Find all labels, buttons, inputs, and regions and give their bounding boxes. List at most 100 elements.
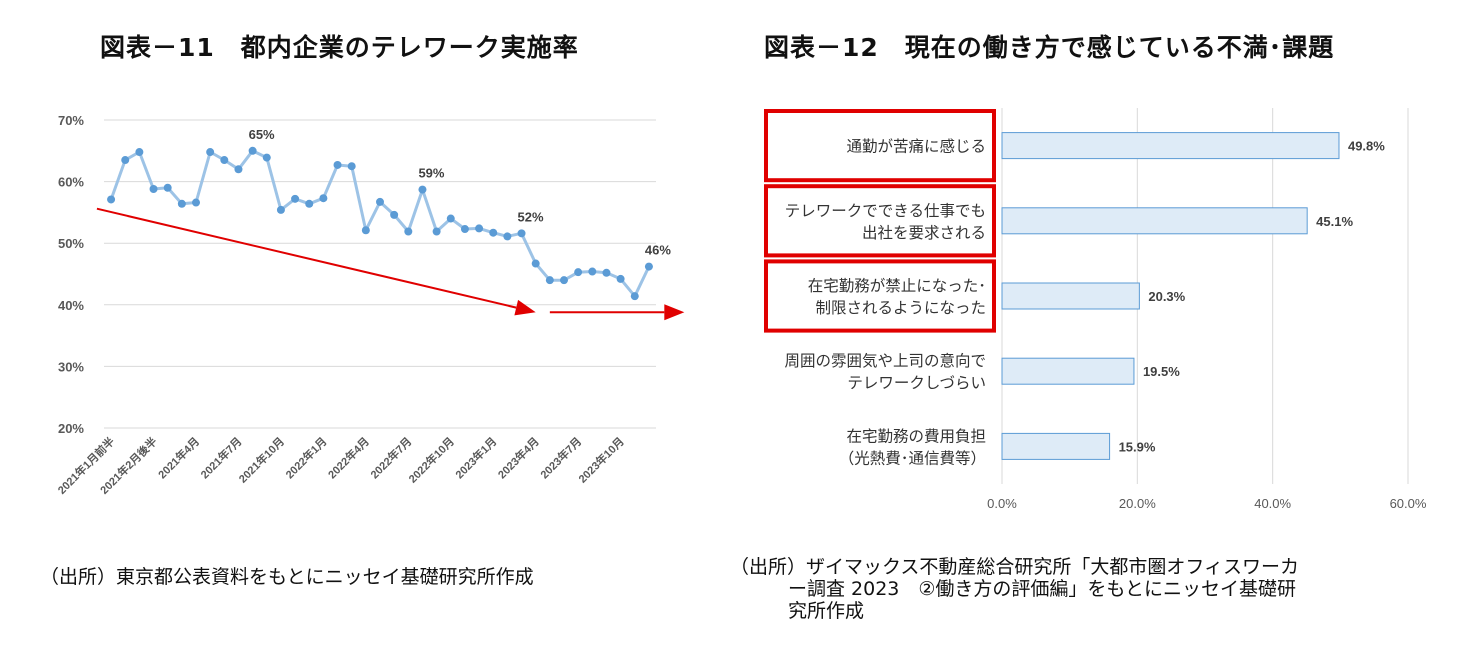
telework-rate-series-line <box>109 149 651 298</box>
data-point <box>404 227 413 236</box>
trend-arrow-line <box>96 207 517 309</box>
x-tick-label: 2023年10月 <box>575 434 626 485</box>
x-tick-label: 20.0% <box>1119 496 1156 511</box>
data-point <box>149 184 158 193</box>
x-tick-label: 40.0% <box>1254 496 1291 511</box>
category-label: 周囲の雰囲気や上司の意向で <box>784 351 986 370</box>
data-point <box>192 198 200 207</box>
y-tick-label: 60% <box>58 175 84 190</box>
category-label: 出社を要求される <box>862 224 986 242</box>
x-tick-label: 2022年7月 <box>367 434 414 481</box>
data-point <box>644 262 653 271</box>
complaints-source-line-3: 究所作成 <box>788 600 865 622</box>
data-point <box>390 210 399 219</box>
bar <box>1001 432 1111 460</box>
x-tick-label: 2021年10月 <box>236 434 287 485</box>
data-point <box>107 195 116 204</box>
data-point <box>163 183 172 192</box>
category-label: 在宅勤務の費用負担 <box>846 427 986 445</box>
data-point <box>630 292 639 301</box>
data-point <box>475 224 484 233</box>
highlight-box <box>764 109 996 183</box>
data-point <box>432 227 441 236</box>
data-point <box>560 276 568 285</box>
bar <box>1001 132 1340 160</box>
telework-rate-source-note: （出所）東京都公表資料をもとにニッセイ基礎研究所作成 <box>40 566 534 588</box>
x-tick-label: 2021年4月 <box>155 434 202 481</box>
data-point <box>177 199 186 208</box>
data-point <box>460 225 469 234</box>
category-label: テレワークしづらい <box>847 374 986 392</box>
data-point <box>503 232 512 241</box>
bar-value-label: 15.9% <box>1119 439 1156 454</box>
data-point <box>262 153 271 162</box>
complaints-bar-chart: 0.0% 20.0% 40.0% 60.0% 49.8% 通勤が苦痛に感じる 45.1% テレ… <box>764 108 1427 511</box>
complaints-source-line-2: ー調査 2023 ②働き方の評価編」をもとにニッセイ基礎研 <box>788 578 1297 600</box>
bar <box>1001 357 1135 385</box>
category-label: 通勤が苦痛に感じる <box>846 138 986 156</box>
category-label: （光熱費･通信費等） <box>839 449 986 467</box>
complaints-source-line-1: （出所）ザイマックス不動産総合研究所「大都市圏オフィスワーカ <box>730 556 1300 578</box>
category-label: 制限されるようになった <box>815 299 986 317</box>
data-point <box>574 268 583 277</box>
complaints-source-note: （出所）ザイマックス不動産総合研究所「大都市圏オフィスワーカ ー調査 2023 … <box>730 556 1460 622</box>
data-label: 52% <box>518 209 544 224</box>
bar-value-label: 20.3% <box>1148 289 1185 304</box>
data-point <box>234 165 243 174</box>
x-tick-label: 2021年7月 <box>197 434 244 481</box>
bar <box>1001 282 1140 310</box>
highlight-box <box>764 184 996 258</box>
data-point <box>517 229 526 238</box>
data-point <box>545 276 554 285</box>
data-point <box>333 160 342 169</box>
x-tick-label: 2023年7月 <box>537 434 584 481</box>
trend-arrow-head <box>664 304 685 321</box>
data-point <box>376 197 384 206</box>
bar-value-label: 19.5% <box>1143 364 1180 379</box>
trend-arrow-head <box>514 299 536 316</box>
data-point <box>319 194 328 203</box>
x-tick-label: 2022年1月 <box>282 434 329 481</box>
data-label: 65% <box>249 127 275 142</box>
y-tick-label: 40% <box>58 298 84 313</box>
y-tick-label: 70% <box>58 113 84 128</box>
data-point <box>418 185 427 194</box>
category-label: テレワークでできる仕事でも <box>785 202 986 220</box>
data-point <box>276 205 285 214</box>
x-tick-label: 2022年10月 <box>405 434 456 485</box>
y-tick-label: 20% <box>58 421 84 436</box>
x-tick-label: 0.0% <box>987 496 1017 511</box>
data-point <box>248 146 257 155</box>
data-point <box>291 194 300 203</box>
data-point <box>135 148 144 157</box>
data-point <box>531 259 540 268</box>
data-point <box>121 156 130 165</box>
data-point <box>446 214 455 223</box>
x-tick-label: 60.0% <box>1390 496 1427 511</box>
y-tick-label: 30% <box>58 359 84 374</box>
telework-rate-panel: 図表－11 都内企業のテレワーク実施率 20% 30% 40% 50% 60% 70% 20… <box>0 0 720 660</box>
x-tick-label: 2022年4月 <box>325 434 372 481</box>
y-tick-label: 50% <box>58 236 84 251</box>
data-point <box>347 162 356 171</box>
data-point <box>361 226 370 235</box>
data-point <box>206 148 215 157</box>
complaints-chart-title: 図表－12 現在の働き方で感じている不満･課題 <box>764 33 1335 62</box>
x-tick-label: 2023年4月 <box>495 434 542 481</box>
data-point <box>489 228 498 237</box>
data-point <box>602 268 611 277</box>
data-point <box>616 274 625 283</box>
data-label: 59% <box>418 166 444 181</box>
x-tick-label: 2023年1月 <box>452 434 499 481</box>
bar <box>1001 207 1308 235</box>
data-point <box>305 199 314 208</box>
telework-rate-chart-title: 図表－11 都内企業のテレワーク実施率 <box>100 33 579 62</box>
bar-value-label: 49.8% <box>1348 139 1385 154</box>
bar-value-label: 45.1% <box>1316 214 1353 229</box>
highlight-box <box>764 259 996 333</box>
data-label: 46% <box>645 243 671 258</box>
category-label: 在宅勤務が禁止になった･ <box>808 277 986 295</box>
data-point <box>588 267 597 276</box>
telework-rate-line-chart: 20%30%40%50%60%70%2021年1月前半2021年2月後半2021… <box>55 113 685 497</box>
work-style-complaints-panel: 図表－12 現在の働き方で感じている不満･課題 0.0% 20.0% 40.0% 60… <box>730 0 1465 660</box>
